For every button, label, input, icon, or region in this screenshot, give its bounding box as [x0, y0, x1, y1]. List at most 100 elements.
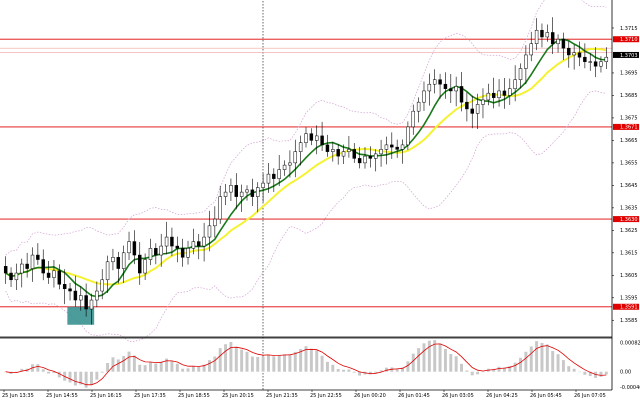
macd-bar-56	[304, 346, 308, 372]
macd-bar-93	[502, 367, 506, 372]
macd-bar-74	[401, 367, 405, 372]
candle-body-55	[298, 142, 303, 152]
price-tick-label-3: 1.3675	[620, 116, 638, 122]
macd-bar-54	[293, 351, 297, 372]
time-tick-label-0: 25 Jun 13:35	[2, 393, 34, 399]
price-tick-label-5: 1.3655	[620, 161, 638, 167]
bollinger-bands	[5, 0, 607, 342]
panel-frames	[0, 0, 613, 391]
candle-body-94	[508, 88, 512, 96]
candle-body-4	[25, 263, 29, 269]
macd-bar-3	[20, 368, 24, 372]
candle-body-17	[95, 290, 99, 301]
macd-bar-24	[132, 355, 136, 372]
macd-bar-26	[143, 365, 147, 372]
candle-body-50	[272, 173, 276, 179]
candle-body-51	[277, 169, 281, 179]
candle-body-99	[534, 29, 539, 44]
candle-body-15	[84, 295, 88, 310]
candle-body-60	[325, 144, 330, 152]
macd-bar-75	[406, 361, 410, 372]
candle-body-44	[239, 191, 244, 197]
macd-bar-30	[165, 358, 169, 372]
level-tag-label-2: 1.3630	[620, 217, 638, 223]
macd-bar-79	[427, 340, 431, 372]
price-tick-label-12: 1.3585	[620, 318, 638, 324]
candle-body-39	[213, 218, 217, 227]
candle-body-31	[170, 236, 174, 247]
macd-bar-100	[540, 342, 544, 372]
candle-body-105	[567, 47, 571, 56]
macd-bar-57	[309, 348, 313, 372]
time-tick-label-1: 25 Jun 14:55	[46, 393, 78, 399]
macd-bar-104	[561, 360, 565, 372]
macd-bar-14	[79, 371, 83, 385]
level-tag-3	[613, 303, 639, 310]
candle-body-24	[132, 241, 137, 256]
candle-body-84	[454, 86, 458, 92]
candle-body-42	[229, 185, 233, 193]
candle-body-111	[599, 61, 603, 67]
candle-body-37	[202, 236, 206, 247]
candle-body-49	[266, 173, 271, 184]
candle-body-16	[89, 299, 94, 310]
macd-tick-label-2: -0.00046	[620, 385, 640, 391]
candle-body-62	[336, 149, 340, 157]
macd-bar-41	[224, 344, 228, 372]
bollinger-lower	[5, 90, 607, 342]
candle-body-29	[159, 245, 163, 256]
candle-body-88	[475, 104, 480, 114]
macd-bar-84	[454, 356, 458, 372]
candle-body-66	[357, 158, 362, 164]
time-tick-label-12: 26 Jun 05:45	[530, 393, 562, 399]
candle-body-26	[143, 259, 147, 274]
macd-bar-76	[411, 353, 415, 372]
level-tag-label-1: 1.3671	[620, 125, 638, 131]
time-tick-label-9: 26 Jun 01:45	[398, 393, 430, 399]
candle-body-35	[191, 241, 196, 249]
candle-body-82	[443, 83, 448, 89]
macd-bar-92	[497, 366, 501, 372]
candle-body-27	[148, 248, 153, 260]
macd-bar-9	[52, 371, 56, 374]
macd-bar-38	[207, 360, 211, 372]
time-tick-label-2: 25 Jun 16:15	[90, 393, 122, 399]
macd-bar-105	[567, 366, 571, 372]
moving-averages	[5, 38, 607, 298]
price-tick-label-0: 1.3715	[620, 26, 638, 32]
macd-bar-43	[234, 346, 238, 372]
macd-bar-32	[175, 363, 179, 372]
candle-body-14	[79, 295, 83, 301]
candle-body-69	[373, 153, 378, 159]
price-tick-label-8: 1.3625	[620, 228, 638, 234]
macd-bar-80	[433, 340, 437, 372]
macd-bar-97	[524, 351, 528, 372]
time-tick-label-4: 25 Jun 18:55	[178, 393, 210, 399]
macd-bar-103	[556, 354, 560, 372]
price-tick-label-2: 1.3685	[620, 93, 638, 99]
candle-body-13	[73, 290, 78, 301]
candle-body-3	[20, 263, 24, 274]
macd-bar-31	[170, 360, 174, 372]
candle-body-107	[577, 52, 582, 58]
macd-bar-35	[191, 366, 195, 372]
macd-bar-59	[320, 355, 324, 372]
macd-bar-96	[519, 357, 522, 372]
macd-bar-64	[347, 369, 351, 372]
candle-body-45	[245, 189, 249, 193]
candle-body-19	[105, 261, 110, 281]
candle-body-48	[261, 182, 265, 188]
candle-body-104	[561, 38, 566, 49]
level-tag-label-3: 1.3591	[620, 305, 638, 311]
candle-body-47	[256, 187, 260, 197]
macd-bar-28	[154, 363, 158, 372]
macd-bar-48	[261, 356, 265, 372]
current-price-tag	[613, 51, 639, 58]
macd-bar-25	[138, 364, 142, 372]
price-axis: 1.3715 1.3695 1.3685 1.3675 1.3665 1.3655 1.36…	[612, 26, 640, 391]
candle-body-21	[116, 257, 121, 269]
candle-body-98	[529, 43, 533, 56]
candle-body-80	[432, 79, 437, 85]
candle-body-57	[309, 133, 314, 141]
candle-body-73	[395, 146, 399, 150]
